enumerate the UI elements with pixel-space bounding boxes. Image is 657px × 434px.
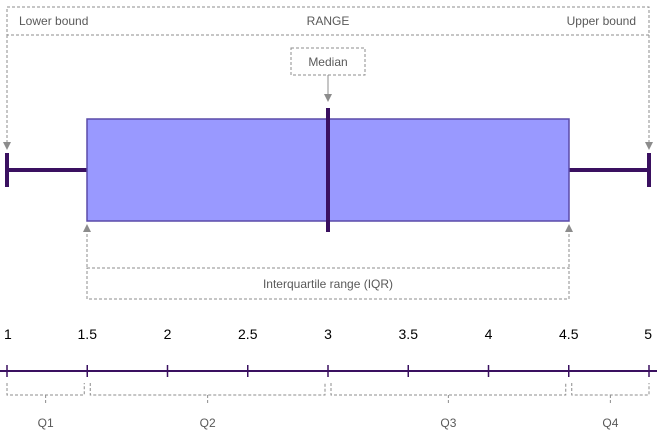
iqr-label-box	[86, 267, 570, 300]
quartile-bracket	[89, 383, 326, 403]
quartile-bracket	[571, 383, 650, 403]
axis-tick-label: 1.5	[78, 326, 98, 342]
axis-tick-label: 4.5	[559, 326, 579, 342]
upper-bound-label: Upper bound	[567, 14, 636, 28]
quartile-bracket	[330, 383, 567, 403]
axis-tick-label: 5	[644, 326, 652, 342]
axis-tick-label: 3.5	[399, 326, 419, 342]
quartile-label: Q3	[440, 416, 456, 430]
lower-bound-label: Lower bound	[19, 14, 88, 28]
axis-tick-label: 3	[324, 326, 332, 342]
median-label: Median	[308, 55, 347, 69]
quartile-label: Q2	[200, 416, 216, 430]
axis-tick-label: 4	[485, 326, 493, 342]
axis-tick-label: 2	[164, 326, 172, 342]
axis-tick-label: 2.5	[238, 326, 258, 342]
iqr-label: Interquartile range (IQR)	[263, 277, 393, 291]
range-bracket	[6, 6, 650, 36]
quartile-label: Q1	[38, 416, 54, 430]
quartile-brackets: Q1 Q2 Q3 Q4	[6, 383, 650, 430]
axis-tick-label: 1	[4, 326, 12, 342]
number-axis: 1 1.5 2 2.5 3 3.5 4 4.5 5	[0, 326, 657, 377]
quartile-bracket	[6, 383, 85, 403]
quartile-label: Q4	[602, 416, 618, 430]
range-label: RANGE	[307, 14, 350, 28]
